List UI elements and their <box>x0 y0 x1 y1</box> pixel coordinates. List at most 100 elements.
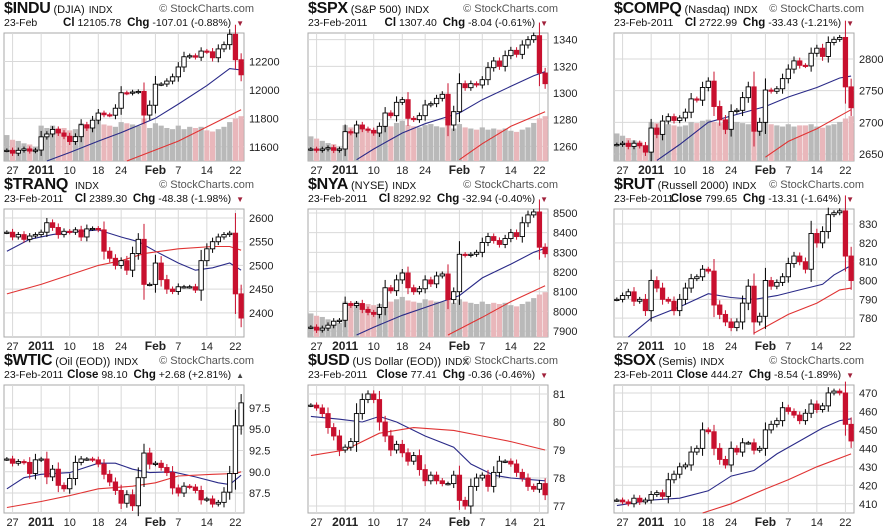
volume-bar <box>405 125 411 161</box>
candle <box>388 284 394 294</box>
candle-body <box>842 210 849 257</box>
candle <box>445 83 451 137</box>
chart-panel[interactable]: $WTIC (Oil (EOD)) INDX © StockCharts.com 2… <box>2 352 294 528</box>
candle-body <box>802 64 809 67</box>
triangle-down-icon: ▼ <box>846 371 854 380</box>
candle-body <box>221 491 227 503</box>
candle-body <box>659 287 666 300</box>
candle-body <box>192 486 199 491</box>
y-tick-label: 1280 <box>553 115 577 127</box>
candle-body <box>625 501 631 505</box>
candle <box>774 86 780 94</box>
chart-panel[interactable]: $NYA (NYSE) INDX © StockCharts.com 23-Feb-… <box>306 176 598 352</box>
x-tick-label: 22 <box>533 165 545 176</box>
candle-body <box>89 119 96 129</box>
candle-body <box>848 423 854 442</box>
chart-panel[interactable]: $SOX (Semis) INDX © StockCharts.com 23-Feb… <box>612 352 889 528</box>
candle <box>819 226 826 249</box>
volume-bar <box>164 127 170 161</box>
volume-bar <box>485 303 491 337</box>
chart-panel[interactable]: $SPX (S&P 500) INDX © StockCharts.com 23-F… <box>306 0 598 176</box>
candle <box>175 283 181 295</box>
candle-body <box>768 89 774 92</box>
candle <box>757 117 763 136</box>
volume-bar <box>837 121 843 161</box>
candle <box>101 110 107 118</box>
candle-body <box>525 39 531 46</box>
candle <box>451 470 457 489</box>
candle <box>496 237 503 248</box>
chart-panel[interactable]: $USD (US Dollar (EOD)) INDX © StockCharts.… <box>306 352 598 528</box>
volume-bar <box>198 126 204 161</box>
index-name: (S&P 500) <box>350 4 402 16</box>
candlestick-chart: 1260 1280 1300 1320 1340 27 2011 10 18 24 Feb 7 14 22 <box>307 22 577 176</box>
candle <box>728 441 734 472</box>
candle <box>751 438 757 455</box>
candle-body <box>751 442 757 451</box>
candle-body <box>814 233 820 244</box>
candle <box>739 295 746 330</box>
candle <box>169 73 176 85</box>
candle <box>89 456 96 463</box>
candle-body <box>67 478 73 490</box>
volume-bar <box>422 125 428 161</box>
candle-body <box>485 474 491 487</box>
candle <box>169 286 176 295</box>
chart-panel[interactable]: $TRANQ INDX © StockCharts.com 23-Feb-2011… <box>2 176 294 352</box>
candle-body <box>525 477 531 487</box>
candle-body <box>751 86 757 132</box>
candle <box>21 146 27 153</box>
candle-body <box>72 136 79 142</box>
candle <box>124 90 130 96</box>
candle <box>221 41 227 53</box>
candle <box>682 462 689 470</box>
volume-bar <box>654 123 660 161</box>
candle-body <box>717 106 723 121</box>
candle-body <box>502 55 508 67</box>
chart-panel[interactable]: $COMPQ (Nasdaq) INDX © StockCharts.com 23-… <box>612 0 889 176</box>
candle-body <box>439 93 445 99</box>
volume-bar <box>158 125 164 161</box>
candle-body <box>209 51 216 59</box>
candle <box>95 456 101 468</box>
candle <box>89 226 96 231</box>
candle <box>72 455 79 486</box>
candle-body <box>342 131 348 150</box>
candle <box>439 91 445 102</box>
change-value: +2.68 (+2.81%) <box>158 369 232 381</box>
candle-body <box>308 404 314 407</box>
candle <box>227 465 233 500</box>
close-value: 2389.30 <box>89 193 128 205</box>
candle <box>705 427 711 435</box>
candle-body <box>376 125 383 134</box>
candle <box>762 267 769 329</box>
chart-panel[interactable]: $RUT (Russell 2000) INDX © StockCharts.com… <box>612 176 889 352</box>
candle-body <box>348 131 354 134</box>
candle <box>734 108 740 114</box>
candle-body <box>614 298 620 302</box>
chart-panel[interactable]: $INDU (DJIA) INDX © StockCharts.com 23-Feb… <box>2 0 294 176</box>
candle <box>428 276 434 287</box>
ticker-symbol: $SOX <box>614 352 656 369</box>
x-tick-label: Feb <box>755 515 776 528</box>
candle-body <box>61 132 67 137</box>
close-value: 12105.78 <box>77 17 122 29</box>
candle-body <box>72 229 79 233</box>
quote-date: 23-Feb-2011 <box>614 17 674 29</box>
volume-bar <box>422 299 428 337</box>
candle-body <box>101 463 107 475</box>
candle-body <box>734 321 740 329</box>
candle <box>774 279 780 290</box>
plot-area <box>3 32 245 162</box>
candle <box>637 495 643 505</box>
candle <box>336 318 343 324</box>
candle <box>353 120 360 138</box>
candle-body <box>336 435 343 451</box>
candle-body <box>55 128 61 134</box>
candle-body <box>791 255 797 265</box>
candle <box>336 146 343 153</box>
candle <box>445 481 451 486</box>
candle <box>49 219 56 231</box>
candle <box>336 429 343 457</box>
x-tick-label: 27 <box>6 517 18 528</box>
